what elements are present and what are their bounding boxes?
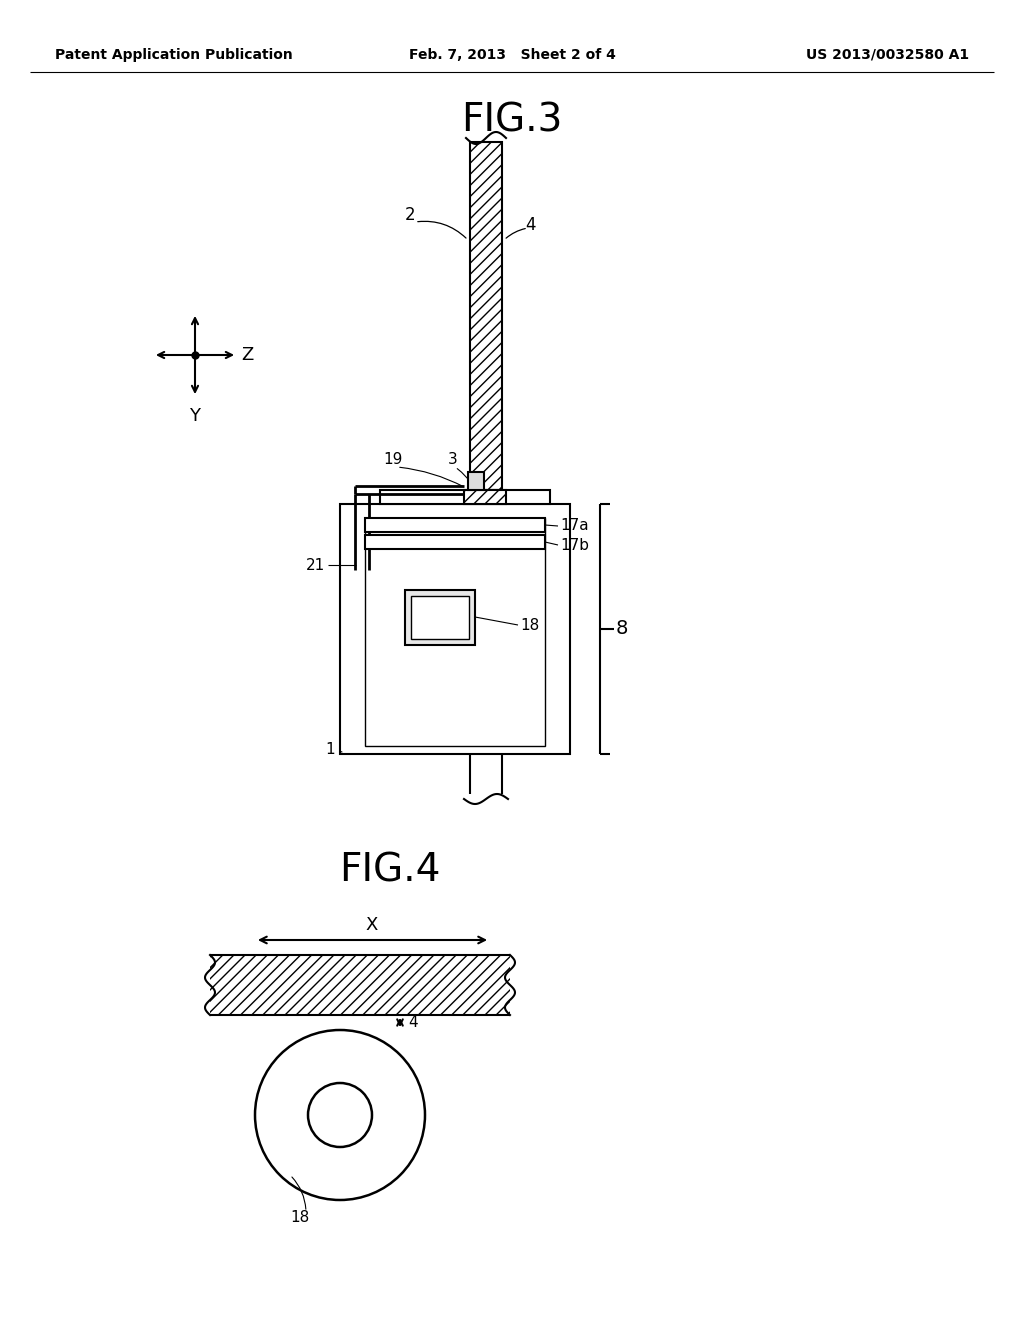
Text: 21: 21 (306, 557, 325, 573)
Text: 17b: 17b (560, 537, 589, 553)
Text: FIG.4: FIG.4 (339, 851, 440, 888)
Text: 19: 19 (383, 453, 402, 467)
Bar (365, 517, 545, 532)
Bar (468, 473, 484, 490)
Bar (365, 517, 545, 746)
Text: 18: 18 (291, 1210, 309, 1225)
Text: Y: Y (189, 407, 201, 425)
Text: US 2013/0032580 A1: US 2013/0032580 A1 (806, 48, 969, 62)
Bar (411, 597, 469, 639)
Text: 4: 4 (525, 216, 536, 234)
Bar (464, 490, 506, 504)
Text: 3: 3 (449, 453, 458, 467)
Bar (470, 143, 502, 490)
Bar (406, 590, 475, 645)
Text: 2: 2 (404, 206, 416, 224)
Text: 17a: 17a (560, 519, 589, 533)
Text: 4: 4 (408, 1015, 418, 1030)
Text: Patent Application Publication: Patent Application Publication (55, 48, 293, 62)
Text: 1: 1 (326, 742, 335, 758)
Bar (380, 490, 550, 504)
Text: 18: 18 (520, 618, 540, 632)
Text: FIG.3: FIG.3 (462, 102, 562, 139)
Bar (365, 535, 545, 549)
Bar (340, 504, 570, 754)
Text: 8: 8 (616, 619, 629, 639)
Text: X: X (366, 916, 378, 935)
Bar (210, 954, 510, 1015)
Text: Z: Z (241, 346, 253, 364)
Text: Feb. 7, 2013   Sheet 2 of 4: Feb. 7, 2013 Sheet 2 of 4 (409, 48, 615, 62)
